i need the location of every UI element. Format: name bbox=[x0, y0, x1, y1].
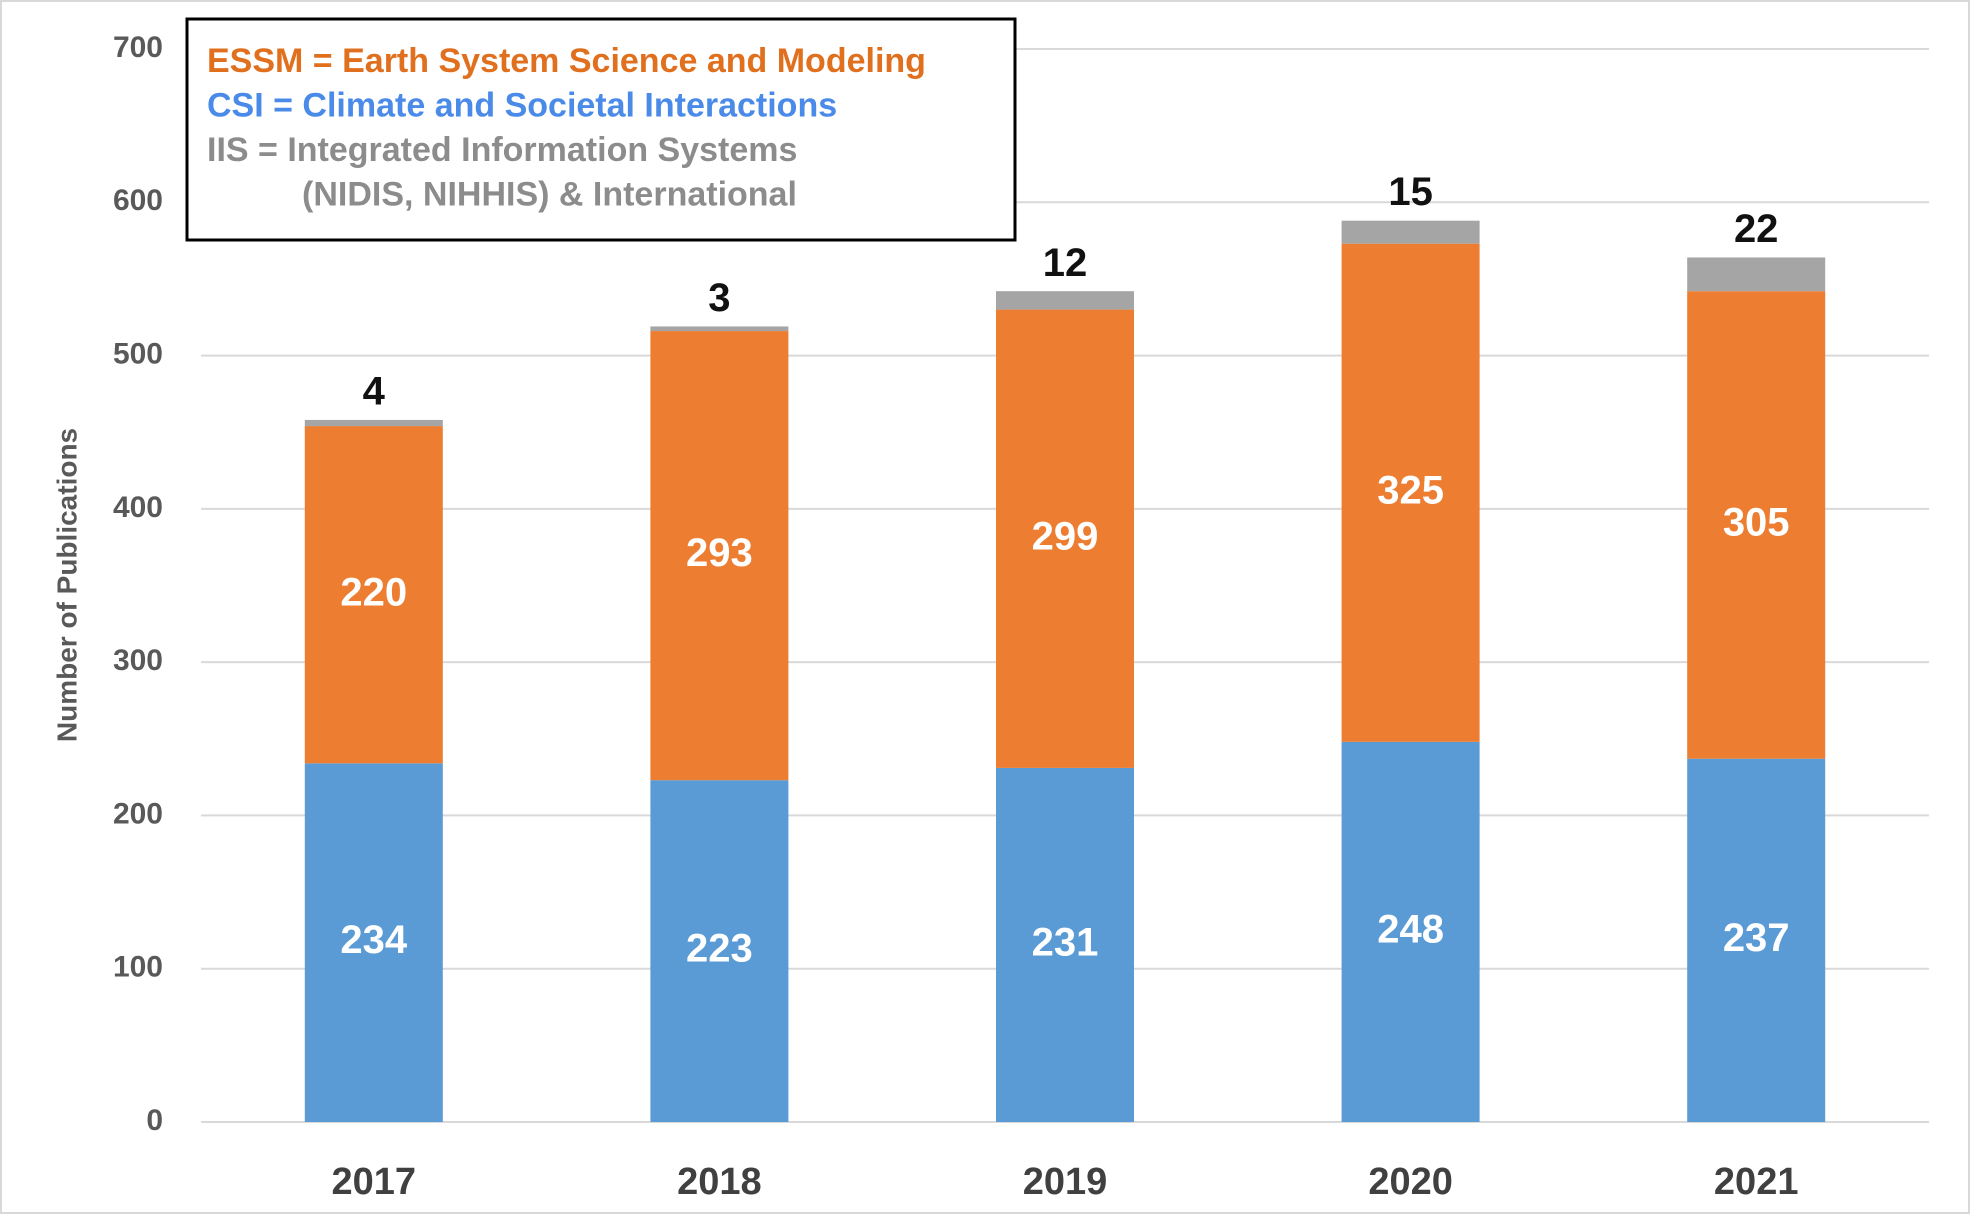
data-label: 234 bbox=[340, 918, 407, 962]
bar-segment bbox=[304, 763, 443, 1122]
bar-segment bbox=[996, 767, 1134, 1122]
legend-entry: CSI = Climate and Societal Interactions bbox=[207, 86, 837, 124]
data-label: 223 bbox=[686, 927, 753, 971]
data-label: 293 bbox=[686, 531, 753, 575]
bar-segment bbox=[650, 326, 789, 332]
bar-segment bbox=[996, 291, 1134, 310]
legend-entry: IIS = Integrated Information Systems bbox=[207, 131, 797, 169]
y-tick-label: 700 bbox=[113, 31, 163, 64]
data-label: 248 bbox=[1377, 907, 1444, 951]
legend-note: (NIDIS, NIHHIS) & International bbox=[302, 175, 797, 213]
bar-segment bbox=[1341, 741, 1480, 1122]
data-label: 305 bbox=[1723, 501, 1790, 545]
data-label: 325 bbox=[1377, 468, 1444, 512]
legend-box bbox=[185, 17, 1017, 242]
x-tick-label: 2018 bbox=[677, 1161, 762, 1203]
x-tick-label: 2020 bbox=[1368, 1161, 1453, 1203]
bar-segment bbox=[996, 309, 1134, 768]
y-axis-label: Number of Publications bbox=[51, 428, 82, 742]
y-tick-label: 400 bbox=[113, 491, 163, 524]
bar-segment bbox=[1341, 220, 1480, 244]
x-tick-label: 2017 bbox=[332, 1161, 417, 1203]
legend: ESSM = Earth System Science and Modeling… bbox=[207, 42, 926, 214]
bars bbox=[304, 220, 1826, 1122]
data-label: 299 bbox=[1032, 514, 1099, 558]
y-tick-label: 200 bbox=[113, 797, 163, 830]
bar-segment bbox=[1341, 243, 1480, 742]
data-label: 220 bbox=[340, 570, 407, 614]
data-label: 231 bbox=[1032, 921, 1099, 965]
bar-segment bbox=[650, 331, 789, 781]
data-label: 15 bbox=[1388, 170, 1433, 214]
bar-segment bbox=[1687, 758, 1826, 1122]
bar-segment bbox=[650, 780, 789, 1122]
bar-segment bbox=[1687, 257, 1826, 292]
y-tick-label: 500 bbox=[113, 337, 163, 370]
bar-segment bbox=[1687, 291, 1826, 759]
bar-segment bbox=[304, 426, 443, 764]
bar-segment bbox=[304, 419, 443, 427]
data-label: 237 bbox=[1723, 916, 1790, 960]
x-tick-label: 2019 bbox=[1023, 1161, 1108, 1203]
y-tick-label: 0 bbox=[146, 1104, 163, 1137]
data-label: 3 bbox=[708, 276, 730, 320]
data-label: 22 bbox=[1734, 207, 1779, 251]
data-label: 12 bbox=[1043, 241, 1088, 285]
legend-entry: ESSM = Earth System Science and Modeling bbox=[207, 42, 926, 80]
data-label: 4 bbox=[363, 370, 386, 414]
y-tick-label: 600 bbox=[113, 184, 163, 217]
x-tick-label: 2021 bbox=[1714, 1161, 1799, 1203]
y-tick-label: 300 bbox=[113, 644, 163, 677]
y-tick-label: 100 bbox=[113, 951, 163, 984]
